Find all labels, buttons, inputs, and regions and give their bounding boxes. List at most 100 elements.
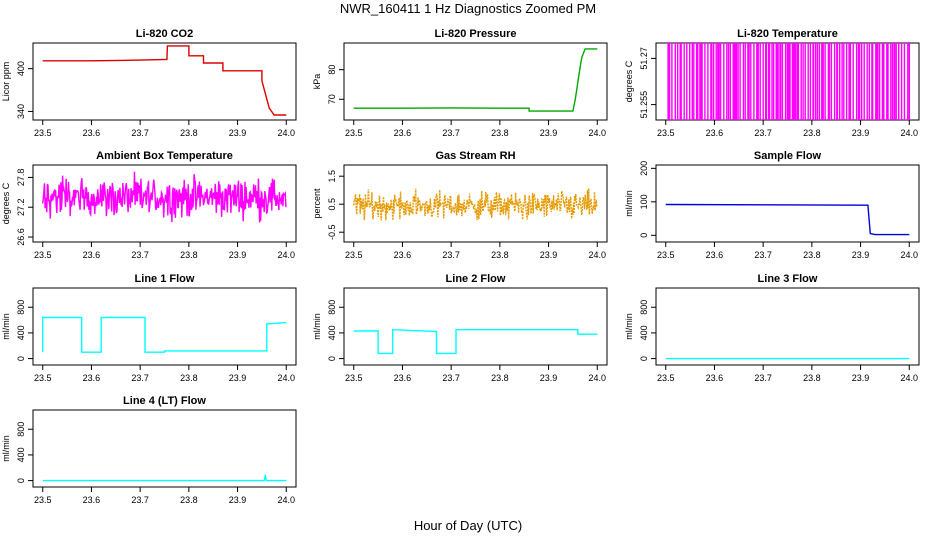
y-tick-label: 0 [639,356,649,361]
plot-frame [343,287,608,366]
y-tick-label: 800 [639,300,649,315]
series-line [42,474,287,482]
x-tick-label: 23.9 [540,373,558,383]
series-line [665,43,910,120]
x-tick-label: 23.7 [442,250,460,260]
y-axis-label: ml/min [1,435,11,462]
y-tick-label: 80 [327,65,337,75]
y-tick-label: 1.5 [327,170,337,183]
series-line [353,328,598,355]
y-axis-label: ml/min [312,313,322,340]
x-tick-label: 23.7 [131,373,149,383]
chart-panel-1: Li-820 CO2 Licor ppm 23.5 23.6 23.7 23.8 23.9 2… [1,28,297,138]
x-tick-label: 24.0 [277,250,295,260]
panel-title: Gas Stream RH [435,150,515,162]
x-tick-label: 23.7 [754,250,772,260]
plot-frame [32,287,297,366]
panel-title: Li-820 CO2 [136,28,193,40]
y-tick-label: 51.255 [639,91,649,119]
panel-title: Line 2 Flow [446,273,506,285]
y-tick-label: 200 [639,161,649,176]
y-axis-label: ml/min [1,313,11,340]
chart-panel-10: Line 4 (LT) Flow ml/min 23.5 23.6 23.7 23.8 23… [1,395,297,505]
x-tick-label: 23.9 [540,250,558,260]
x-tick-label: 23.7 [754,373,772,383]
plot-frame [32,42,297,121]
x-tick-label: 23.7 [131,250,149,260]
x-tick-label: 23.6 [706,128,724,138]
x-tick-label: 23.5 [657,373,675,383]
plot-frame [32,409,297,488]
x-tick-label: 23.7 [442,373,460,383]
x-tick-label: 23.9 [852,373,870,383]
x-tick-label: 24.0 [900,373,918,383]
x-tick-label: 24.0 [588,250,606,260]
x-tick-label: 23.6 [83,128,101,138]
y-tick-label: 400 [639,325,649,340]
chart-panel-8: Line 2 Flow ml/min 23.5 23.6 23.7 23.8 23.9 24.… [312,273,608,383]
series-line [665,203,910,236]
y-axis-label: ml/min [624,190,634,217]
x-tick-label: 23.9 [852,128,870,138]
x-tick-label: 23.5 [345,128,363,138]
panel-title: Li-820 Temperature [737,28,838,40]
x-tick-label: 23.8 [180,495,198,505]
x-tick-label: 23.8 [180,128,198,138]
y-tick-label: 100 [639,194,649,209]
chart-panel-3: Li-820 Temperature degrees C 23.5 23.6 23.7 2… [624,28,920,138]
x-tick-label: 23.6 [394,128,412,138]
x-tick-label: 23.6 [83,373,101,383]
y-tick-label: 400 [16,447,26,462]
y-tick-label: 51.27 [639,47,649,70]
y-tick-label: 26.6 [16,228,26,246]
series-line [42,316,287,353]
x-tick-label: 23.7 [754,128,772,138]
x-tick-label: 24.0 [277,495,295,505]
chart-panel-4: Ambient Box Temperature degrees C 23.5 23.6… [1,150,297,260]
x-tick-label: 24.0 [900,250,918,260]
y-tick-label: -0.5 [327,224,337,240]
x-tick-label: 23.6 [83,250,101,260]
y-axis-label: degrees C [1,182,11,224]
x-tick-label: 24.0 [588,128,606,138]
panel-title: Line 1 Flow [135,273,195,285]
x-tick-label: 24.0 [277,128,295,138]
y-axis-label: Licor ppm [1,62,11,102]
y-tick-label: 340 [16,104,26,119]
x-tick-label: 23.5 [657,128,675,138]
x-tick-label: 23.9 [229,250,247,260]
x-tick-label: 24.0 [588,373,606,383]
x-tick-label: 23.8 [180,373,198,383]
x-tick-label: 23.6 [394,250,412,260]
x-tick-label: 23.6 [706,250,724,260]
x-tick-label: 23.5 [34,495,52,505]
x-tick-label: 23.8 [491,128,509,138]
panel-title: Ambient Box Temperature [96,150,233,162]
y-tick-label: 400 [327,325,337,340]
plot-frame [655,287,920,366]
x-axis-title: Hour of Day (UTC) [413,518,523,533]
series-line [42,171,287,223]
y-tick-label: 70 [327,94,337,104]
y-axis-label: percent [312,188,322,219]
y-tick-label: 0 [639,233,649,238]
x-tick-label: 23.8 [180,250,198,260]
chart-panel-7: Line 1 Flow ml/min 23.5 23.6 23.7 23.8 23.9 24.… [1,273,297,383]
x-tick-label: 23.6 [706,373,724,383]
x-tick-label: 23.9 [540,128,558,138]
x-tick-label: 23.9 [229,495,247,505]
chart-panel-5: Gas Stream RH percent 23.5 23.6 23.7 23.8 23.9… [312,150,608,260]
y-tick-label: 800 [16,300,26,315]
y-tick-label: 0 [16,356,26,361]
x-tick-label: 23.6 [394,373,412,383]
series-line [42,45,287,116]
x-tick-label: 23.6 [83,495,101,505]
y-tick-label: 0.5 [327,198,337,211]
series-line [353,48,598,112]
panel-title: Li-820 Pressure [435,28,517,40]
x-tick-label: 23.5 [34,250,52,260]
x-tick-label: 23.9 [229,128,247,138]
x-tick-label: 24.0 [900,128,918,138]
x-tick-label: 24.0 [277,373,295,383]
